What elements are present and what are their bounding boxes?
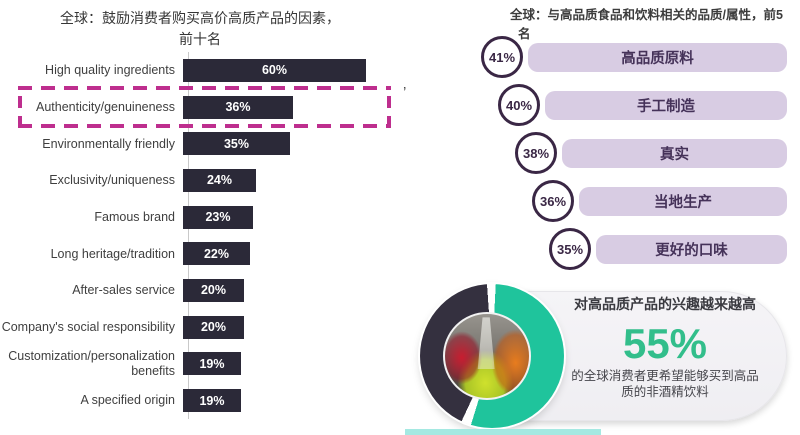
attribute-percent-circle: 41% (481, 36, 523, 78)
callout-body: 的全球消费者更希望能够买到高品 质的非酒精饮料 (552, 369, 778, 400)
attribute-percent-circle: 36% (532, 180, 574, 222)
callout-body-line1: 的全球消费者更希望能够买到高品 (571, 369, 759, 384)
callout-value: 55% (622, 320, 708, 368)
bar-row: Long heritage/tradition 22% (0, 235, 400, 272)
bar-row: Environmentally friendly 35% (0, 125, 400, 162)
highlight-box (18, 86, 391, 128)
bar-row: A specified origin 19% (0, 382, 400, 419)
bar-value-label: 20% (200, 320, 227, 335)
annotation-mark: ’ (403, 84, 407, 101)
attribute-bar: 更好的口味 (596, 235, 787, 264)
bar: 19% (183, 352, 241, 376)
bar: 24% (183, 168, 256, 192)
bar-category-label: High quality ingredients (45, 63, 175, 78)
bar-value-label: 20% (200, 283, 227, 298)
right-list-title-line1: 全球：与高品质食品和饮料相关的品质/属性，前5 (510, 8, 783, 22)
left-chart-title-line1: 全球：鼓励消费者购买高价高质产品的因素， (60, 10, 340, 26)
bar-row: Famous brand 23% (0, 199, 400, 236)
bar: 60% (183, 58, 366, 82)
donut-chart (420, 284, 564, 428)
bar-row: Exclusivity/uniqueness 24% (0, 162, 400, 199)
bar-row: High quality ingredients 60% (0, 52, 400, 89)
right-list-title: 全球：与高品质食品和饮料相关的品质/属性，前5 名 (510, 6, 795, 44)
bar-category-label: Famous brand (94, 209, 175, 224)
bar-value-label: 60% (261, 63, 288, 78)
bar-row: After-sales service 20% (0, 272, 400, 309)
right-list-title-line2: 名 (518, 26, 531, 41)
attribute-bar: 当地生产 (579, 187, 787, 216)
bar-value-label: 24% (206, 173, 233, 188)
bar-chart-axis-line (188, 52, 189, 419)
bar: 20% (183, 278, 244, 302)
bar-category-label: Environmentally friendly (42, 136, 175, 151)
bar-category-label: A specified origin (80, 393, 175, 408)
left-chart-title-line2: 前十名 (179, 31, 221, 47)
bar-category-label: Company's social responsibility (1, 319, 175, 334)
callout-text-block: 对高品质产品的兴趣越来越高 55% 的全球消费者更希望能够买到高品 质的非酒精饮… (552, 296, 778, 401)
bar-value-label: 35% (223, 136, 250, 151)
bar: 35% (183, 132, 290, 156)
bar: 19% (183, 389, 241, 413)
attribute-percent-circle: 35% (549, 228, 591, 270)
bar-value-label: 19% (199, 393, 225, 408)
bar-value-label: 19% (199, 356, 225, 371)
bar: 20% (183, 315, 244, 339)
attribute-percent-circle: 40% (498, 84, 540, 126)
callout-heading: 对高品质产品的兴趣越来越高 (574, 296, 756, 312)
attribute-percent-circle: 38% (515, 132, 557, 174)
bar-value-label: 23% (205, 210, 231, 225)
right-attribute-list: 高品质原料 41% 手工制造 40% 真实 38% 当地生产 36% 更好的口味 35% (481, 36, 787, 270)
attribute-bar: 真实 (562, 139, 787, 168)
bar-category-label: Long heritage/tradition (50, 246, 175, 261)
bar-category-label: Exclusivity/uniqueness (49, 173, 175, 188)
bar-category-label: After-sales service (72, 283, 175, 298)
bar-category-label: Customization/personalization benefits (8, 349, 175, 378)
bar: 22% (183, 242, 250, 266)
callout-body-line2: 质的非酒精饮料 (621, 385, 709, 400)
left-chart-title: 全球：鼓励消费者购买高价高质产品的因素， 前十名 (0, 8, 400, 50)
attribute-bar: 手工制造 (545, 91, 787, 120)
bottom-strip (405, 429, 601, 435)
drinks-photo (443, 312, 531, 400)
attribute-bar: 高品质原料 (528, 43, 787, 72)
bar-value-label: 22% (203, 246, 230, 261)
bar-row: Customization/personalization benefits 19… (0, 346, 400, 383)
bar-row: Company's social responsibility 20% (0, 309, 400, 346)
bar: 23% (183, 205, 253, 229)
